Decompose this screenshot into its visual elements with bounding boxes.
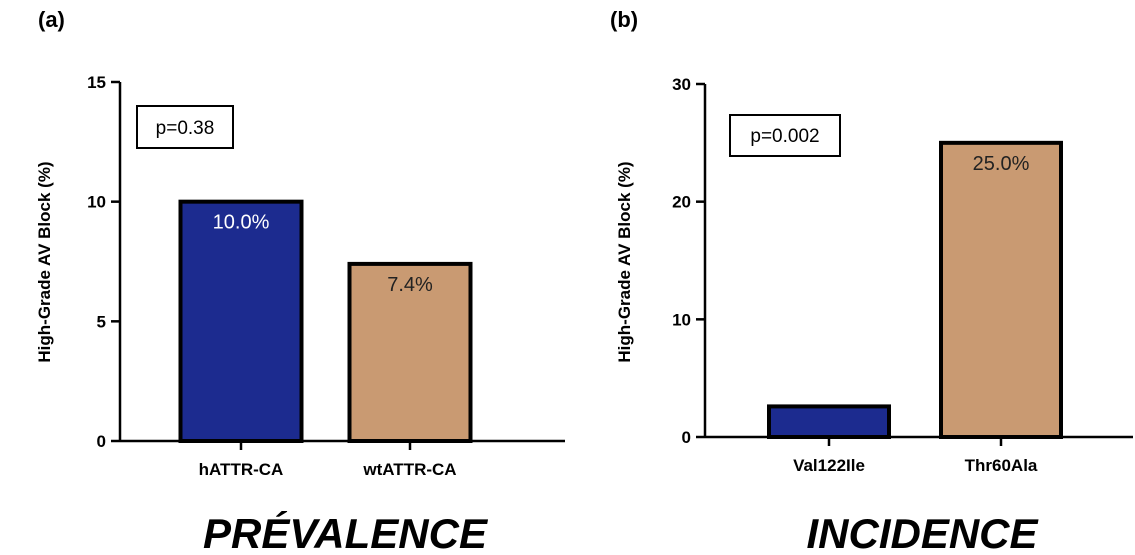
panel-a-bar-value-label: 10.0% — [213, 212, 270, 234]
panel-b-y-tick-label: 10 — [672, 310, 691, 329]
panel-b-bar-val122ile — [767, 404, 891, 440]
panel-a-y-tick-label: 10 — [87, 193, 106, 212]
panel-a-footer-title: PRÉVALENCE — [203, 510, 489, 555]
panel-b-footer-title: INCIDENCE — [806, 510, 1039, 555]
panel-a-chart: (a) High-Grade AV Block (%) 0 5 10 15 hATTR-… — [35, 7, 565, 555]
panel-a-category-label: hATTR-CA — [199, 460, 284, 479]
panel-a-bar-hattr-ca — [178, 199, 304, 443]
panel-b-bar-value-label: 25.0% — [973, 153, 1030, 175]
panel-b-y-tick-label: 30 — [672, 75, 691, 94]
panel-a-bar-value-label: 7.4% — [387, 274, 433, 296]
panel-b-letter: (b) — [610, 7, 638, 32]
panel-b-y-tick-label: 20 — [672, 193, 691, 212]
panel-a-y-axis-title: High-Grade AV Block (%) — [35, 161, 54, 362]
panel-b-chart: (b) High-Grade AV Block (%) 0 10 20 30 Val12… — [610, 7, 1133, 555]
panel-b-annotation: p=0.002 — [729, 114, 841, 157]
panel-b-category-label: Thr60Ala — [965, 456, 1038, 475]
panel-a-y-tick-label: 5 — [97, 312, 106, 331]
panel-b-y-axis-title: High-Grade AV Block (%) — [615, 161, 634, 362]
panel-a-letter: (a) — [38, 7, 65, 32]
panel-b-y-tick-label: 0 — [682, 428, 691, 447]
panel-b-bar-thr60ala — [939, 140, 1063, 439]
panel-a-category-label: wtATTR-CA — [362, 460, 456, 479]
panel-a-y-tick-label: 15 — [87, 73, 106, 92]
panel-a-annotation: p=0.38 — [136, 105, 234, 149]
panel-b-category-label: Val122Ile — [793, 456, 865, 475]
panel-a-y-tick-label: 0 — [97, 432, 106, 451]
panel-b-p-value: p=0.002 — [750, 126, 819, 147]
panel-a-p-value: p=0.38 — [156, 118, 215, 139]
